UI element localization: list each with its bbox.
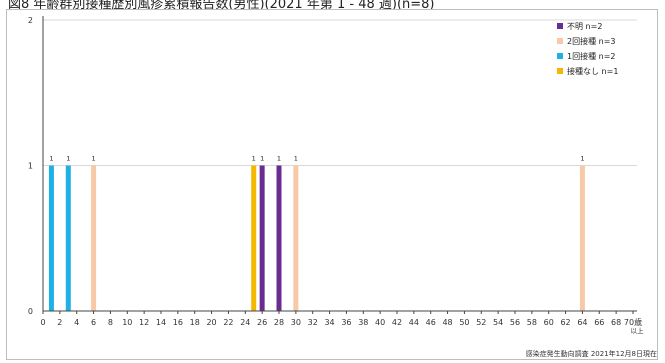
data-label: 1 — [49, 155, 53, 163]
x-tick-label: 32 — [308, 318, 318, 327]
bar — [91, 165, 97, 311]
bar — [276, 165, 282, 311]
x-tick-label: 52 — [476, 318, 486, 327]
legend-label: 2回接種 n=3 — [567, 36, 616, 46]
x-tick-label: 30 — [291, 318, 301, 327]
x-tick-label: 56 — [510, 318, 520, 327]
x-tick-label: 44 — [409, 318, 419, 327]
x-tick-label: 58 — [527, 318, 537, 327]
data-label: 1 — [277, 155, 281, 163]
legend-swatch — [557, 38, 563, 44]
x-tick-label: 50 — [459, 318, 469, 327]
data-label: 1 — [260, 155, 264, 163]
legend-swatch — [557, 53, 563, 59]
legend-label: 接種なし n=1 — [567, 66, 618, 76]
x-tick-label: 12 — [139, 318, 149, 327]
x-tick-label: 62 — [560, 318, 570, 327]
x-tick-label: 34 — [324, 318, 334, 327]
source-note: 感染症発生動向調査 2021年12月8日現在 — [525, 350, 657, 358]
x-tick-label: 2 — [57, 318, 62, 327]
x-tick-label: 36 — [341, 318, 351, 327]
x-tick-label: 14 — [156, 318, 166, 327]
bars — [48, 165, 585, 311]
x-tick-label: 26 — [257, 318, 267, 327]
data-label: 1 — [294, 155, 298, 163]
y-tick-label: 1 — [28, 162, 33, 171]
x-tick-label: 42 — [392, 318, 402, 327]
grid-lines — [43, 19, 637, 312]
x-tick-label: 10 — [122, 318, 132, 327]
x-tick-label: 68 — [611, 318, 621, 327]
x-tick-label: 46 — [426, 318, 436, 327]
x-tick-label: 64 — [577, 318, 587, 327]
y-tick-label: 0 — [28, 307, 33, 316]
x-tick-label: 22 — [223, 318, 233, 327]
legend-label: 不明 n=2 — [567, 22, 602, 31]
legend-swatch — [557, 68, 563, 74]
x-tick-label: 以上 — [631, 326, 645, 335]
x-tick-label: 20 — [206, 318, 216, 327]
legend-swatch — [557, 23, 563, 29]
x-tick-label: 28 — [274, 318, 284, 327]
x-tick-label: 60 — [544, 318, 554, 327]
chart-frame — [6, 9, 658, 360]
x-tick-label: 24 — [240, 318, 250, 327]
legend: 不明 n=2 2回接種 n=3 1回接種 n=2 接種なし n=1 — [557, 22, 618, 76]
bar — [48, 165, 54, 311]
bar — [65, 165, 71, 311]
y-tick-label: 2 — [28, 16, 33, 25]
x-tick-label: 18 — [190, 318, 200, 327]
legend-label: 1回接種 n=2 — [567, 51, 616, 61]
bar — [259, 165, 265, 311]
x-tick-label: 54 — [493, 318, 503, 327]
x-tick-label: 40 — [375, 318, 385, 327]
data-label: 1 — [580, 155, 584, 163]
bar — [251, 165, 257, 311]
bar — [293, 165, 299, 311]
x-tick-label: 38 — [358, 318, 368, 327]
data-label: 1 — [66, 155, 70, 163]
x-tick-label: 6 — [91, 318, 96, 327]
x-tick-label: 48 — [442, 318, 452, 327]
data-label: 1 — [252, 155, 256, 163]
x-tick-label: 66 — [594, 318, 604, 327]
x-tick-label: 8 — [108, 318, 113, 327]
x-tick-label: 16 — [173, 318, 183, 327]
x-tick-label: 0 — [40, 318, 45, 327]
data-label: 1 — [92, 155, 96, 163]
x-tick-label: 70歳 — [624, 317, 642, 327]
x-tick-label: 4 — [74, 318, 79, 327]
bar — [579, 165, 585, 311]
